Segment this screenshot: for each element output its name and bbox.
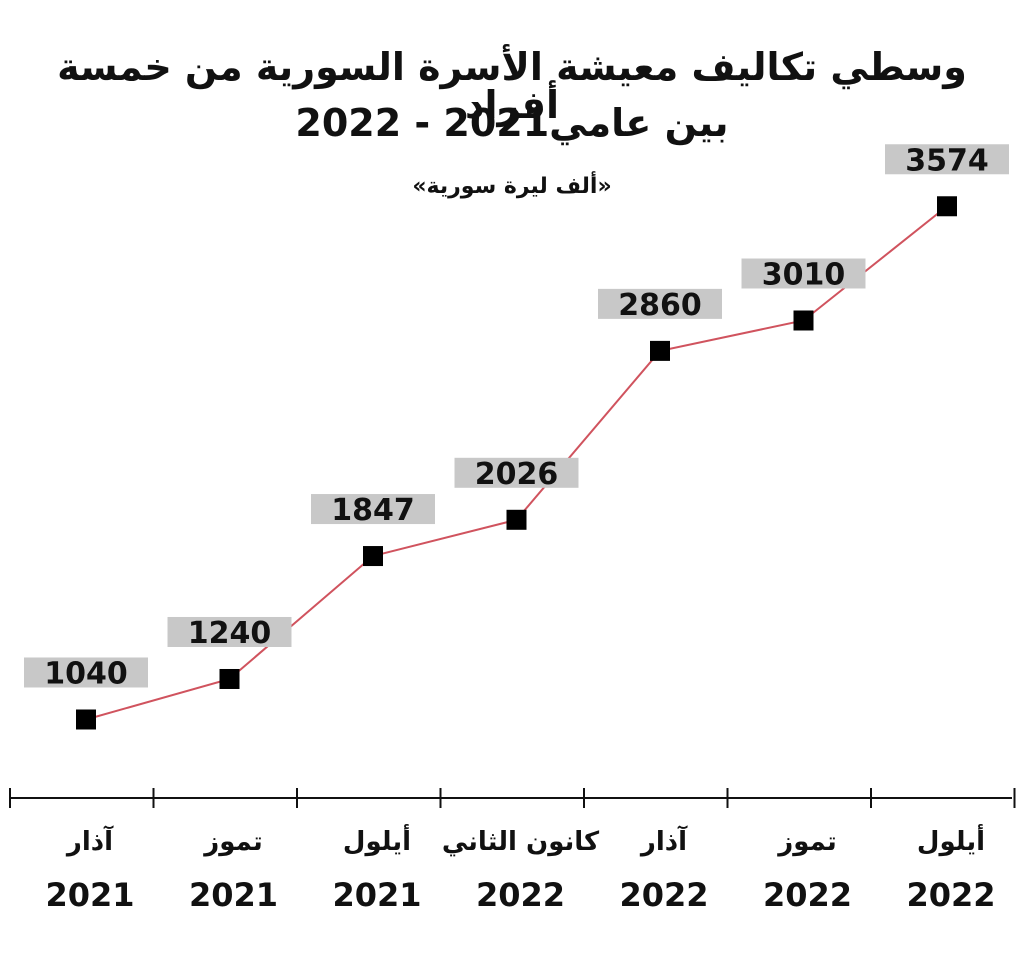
chart-title-line1: وسطي تكاليف معيشة الأسرة السورية من خمسة…	[57, 45, 967, 127]
data-label: 1847	[331, 493, 415, 528]
x-tick-label-month: تموز	[776, 827, 836, 857]
x-tick-label-year: 2021	[332, 876, 421, 914]
x-tick-label-month: أيلول	[343, 824, 411, 857]
data-label: 1040	[44, 656, 128, 691]
data-label: 3010	[762, 257, 846, 292]
unit-label: «ألف ليرة سورية»	[412, 174, 612, 199]
data-label-background	[741, 258, 866, 289]
data-point	[363, 546, 383, 567]
data-label: 1240	[188, 616, 272, 651]
x-tick-label-year: 2021	[45, 876, 134, 914]
data-label: 2860	[618, 288, 702, 323]
x-tick-label-month: تموز	[202, 827, 262, 857]
x-tick-label-month: أيلول	[917, 824, 985, 857]
x-tick-label-year: 2022	[906, 876, 995, 914]
x-tick-label-year: 2021	[189, 876, 278, 914]
data-label-background	[311, 494, 435, 525]
chart-title-line2: بين عامي2021 - 2022	[295, 101, 729, 145]
data-point	[219, 668, 240, 689]
x-tick-label-month: آذار	[639, 825, 688, 857]
data-label-background	[167, 616, 292, 647]
data-label: 3574	[905, 143, 989, 178]
data-label-background	[885, 144, 1009, 175]
data-point	[937, 196, 957, 217]
data-point	[76, 709, 96, 730]
x-tick-label-month: آذار	[65, 825, 114, 857]
x-tick-label-year: 2022	[476, 876, 565, 914]
data-label-background	[454, 457, 579, 488]
data-label: 2026	[475, 457, 559, 492]
x-tick-label-year: 2022	[619, 876, 708, 914]
data-point	[650, 340, 670, 361]
data-label-background	[598, 288, 722, 319]
data-point	[506, 509, 527, 530]
data-label-background	[24, 657, 148, 688]
x-tick-label-year: 2022	[763, 876, 852, 914]
data-point	[793, 310, 814, 331]
x-tick-label-month: كانون الثاني	[442, 827, 600, 857]
